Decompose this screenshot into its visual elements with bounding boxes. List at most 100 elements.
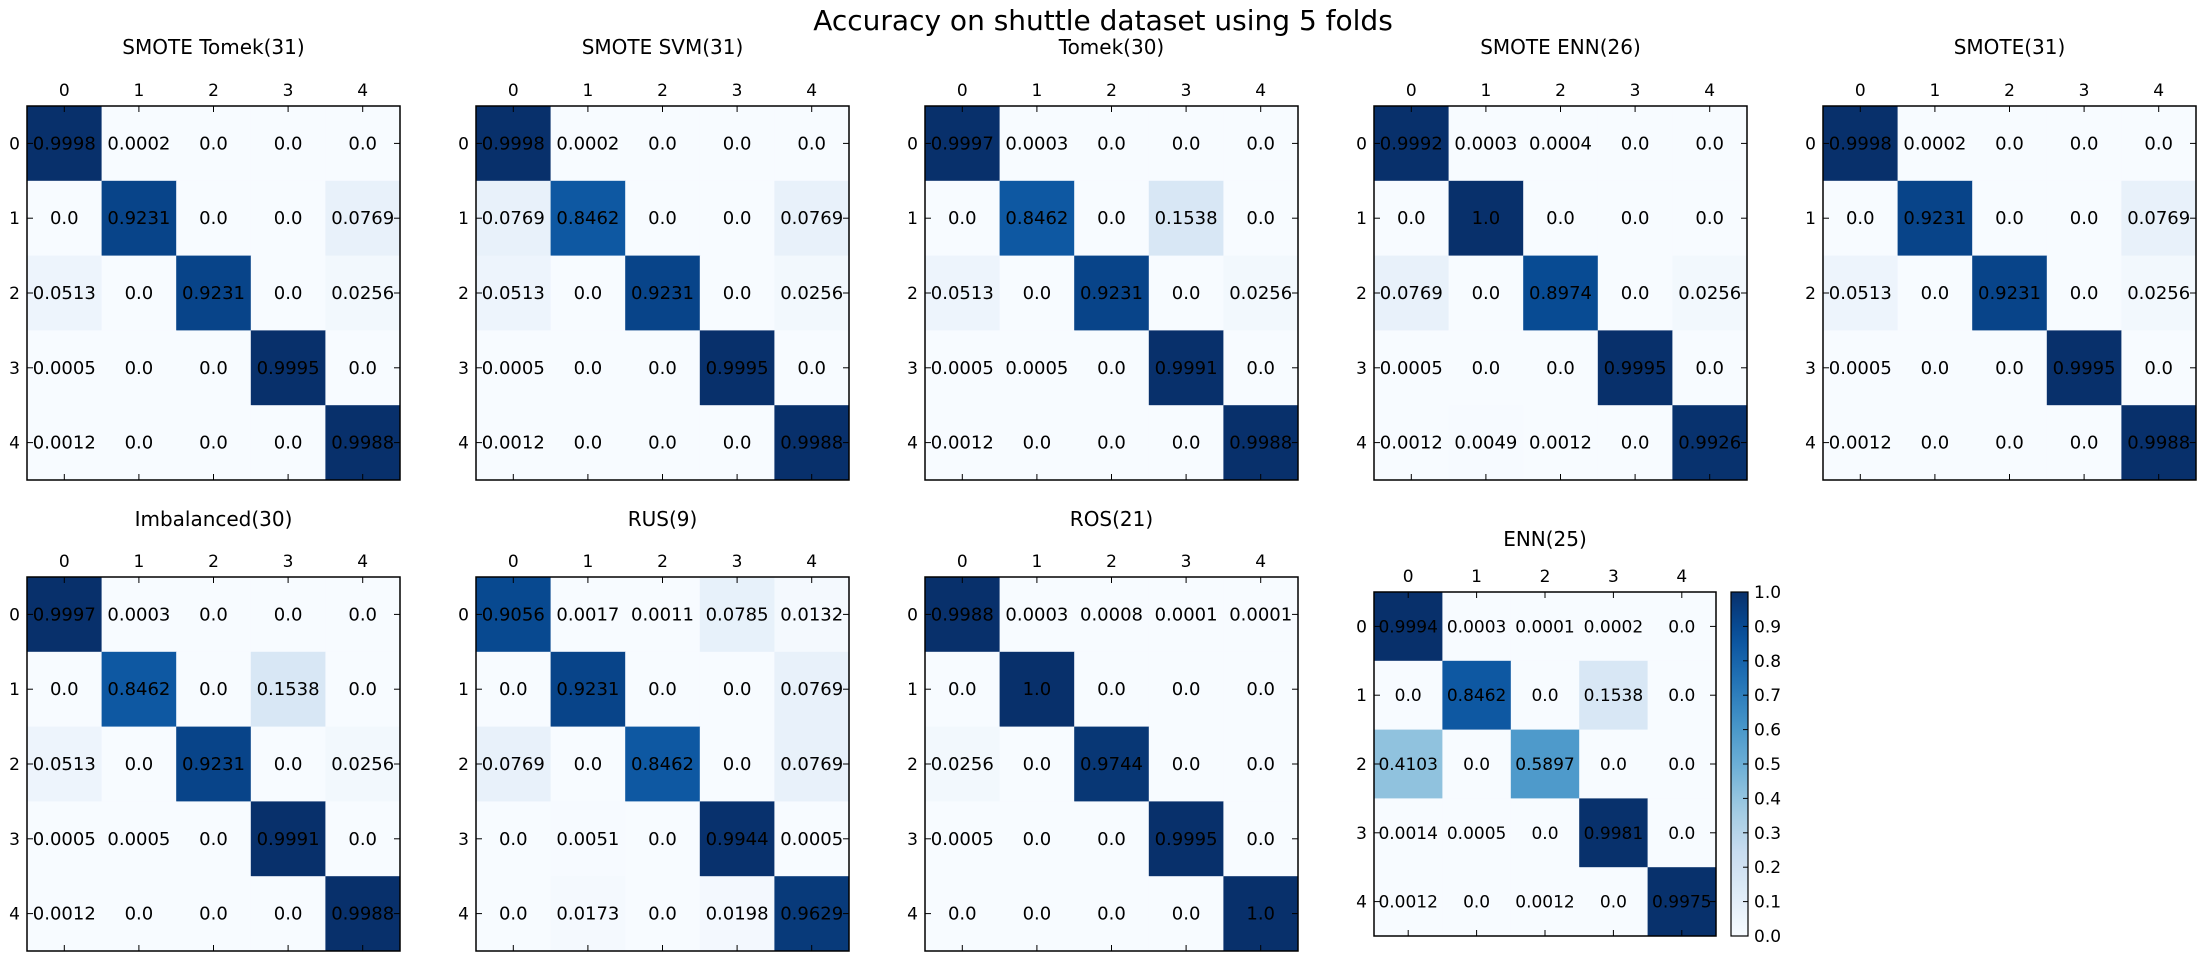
heatmap-cell [27,801,103,877]
cell-label: 0.0 [723,208,752,229]
cell-label: 1.0 [1246,904,1275,925]
heatmap-cell [1448,180,1524,257]
x-tick-label: 0 [508,81,519,101]
heatmap-cell [1523,330,1599,406]
x-tick-label: 3 [2079,81,2090,101]
y-tick-label: 3 [1356,359,1367,379]
heatmap-cell [1823,330,1899,406]
y-tick-label: 0 [1356,134,1367,154]
cell-label: 0.9992 [1380,133,1443,154]
cell-label: 0.0 [274,208,303,229]
heatmap-cell [550,577,626,653]
cell-label: 0.0256 [1229,283,1292,304]
cell-label: 0.0 [1172,904,1201,925]
heatmap-cell [999,876,1075,952]
heatmap-cell [1074,876,1150,952]
heatmap-cell [325,405,401,481]
heatmap-cell [1510,660,1580,731]
heatmap-cell [1647,660,1717,731]
cell-label: 0.9997 [931,133,994,154]
heatmap-cell [625,405,701,481]
panel-title: SMOTE Tomek(31) [122,35,304,59]
heatmap-cell [27,106,103,182]
heatmap-cell [699,180,775,257]
heatmap-cell [1374,729,1443,799]
cell-label: 0.0 [1531,686,1558,706]
heatmap-cell [250,577,326,653]
cell-label: 0.9231 [1903,208,1966,229]
x-tick-label: 4 [806,81,817,101]
y-tick-label: 4 [907,905,918,925]
heatmap-cell [27,180,103,257]
cell-label: 0.9944 [706,829,769,850]
cell-label: 0.0 [723,283,752,304]
cell-label: 0.8462 [1005,208,1068,229]
cell-label: 0.0 [1397,208,1426,229]
x-tick-label: 1 [133,552,144,572]
cell-label: 0.0 [199,133,228,154]
cell-label: 0.0 [1546,208,1575,229]
cell-label: 0.0 [1463,755,1490,775]
heatmap-cell [176,726,252,802]
cell-label: 0.8462 [556,208,619,229]
heatmap-cell [250,255,326,331]
heatmap-cell [476,405,552,481]
cell-label: 0.8462 [1447,686,1506,706]
heatmap-cell [1672,330,1748,406]
cell-label: 0.0 [797,358,826,379]
cell-label: 0.0 [1995,358,2024,379]
heatmap-cell [101,801,177,877]
cell-label: 0.0 [1023,283,1052,304]
cell-label: 0.0 [574,433,603,454]
cell-label: 1.0 [1023,679,1052,700]
y-tick-label: 2 [9,755,20,775]
cell-label: 0.9998 [33,133,96,154]
heatmap-cell [325,577,401,653]
cell-label: 0.0 [1246,829,1275,850]
heatmap-cell [550,405,626,481]
heatmap-cell [1223,106,1299,182]
heatmap-cell [101,330,177,406]
heatmap-cell [550,106,626,182]
colorbar-tick-label: 0.9 [1754,617,1781,637]
cell-label: 0.0 [1246,679,1275,700]
heatmap-cell [1523,255,1599,331]
heatmap-cell [625,180,701,257]
cell-label: 0.5897 [1515,755,1574,775]
cell-label: 0.0 [1472,283,1501,304]
x-tick-label: 4 [1676,567,1687,587]
cell-label: 0.0 [1921,283,1950,304]
heatmap-cell [1223,651,1299,728]
cell-label: 0.0173 [556,904,619,925]
heatmap-cell [925,651,1001,728]
cell-label: 0.0 [1695,358,1724,379]
x-tick-label: 1 [1929,81,1940,101]
heatmap-cell [176,651,252,728]
cell-label: 0.0049 [1454,433,1517,454]
cell-label: 0.0002 [107,133,170,154]
cell-label: 0.9997 [33,604,96,625]
cell-label: 0.0 [125,358,154,379]
cell-label: 0.8462 [631,754,694,775]
colorbar-tick-label: 0.7 [1754,686,1781,706]
heatmap-cell [1374,180,1450,257]
heatmap-cell [1448,106,1524,182]
cell-label: 0.0 [199,604,228,625]
heatmap-cell [925,577,1001,653]
cell-label: 0.0 [574,754,603,775]
y-tick-label: 0 [9,134,20,154]
heatmap-cell [1972,405,2048,481]
heatmap-cell [1223,180,1299,257]
heatmap-panel-imbalanced-30: Imbalanced(30)0.9997 0.0003 0.0 0.0 0.00.0 0.… [9,507,401,952]
heatmap-cell [550,651,626,728]
cell-label: 0.0 [648,679,677,700]
heatmap-cell [1074,726,1150,802]
heatmap-cell [1074,577,1150,653]
heatmap-cell [1223,801,1299,877]
heatmap-cell [699,405,775,481]
heatmap-cell [27,255,103,331]
cell-label: 0.0 [1921,433,1950,454]
cell-label: 0.0003 [1005,604,1068,625]
cell-label: 0.0 [2070,433,2099,454]
heatmap-panel-smote-enn-26: SMOTE ENN(26)0.9992 0.0003 0.0004 0.0 0.00.0… [1356,35,1748,481]
